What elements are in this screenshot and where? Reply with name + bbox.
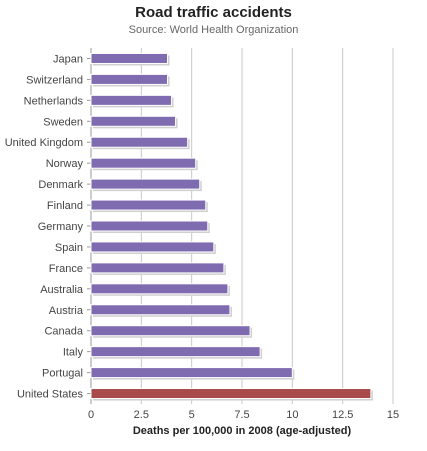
bar-spain xyxy=(90,241,215,253)
category-label: Italy xyxy=(63,347,84,359)
category-label: France xyxy=(49,263,83,275)
category-label: Japan xyxy=(53,53,83,65)
bar-united-kingdom xyxy=(90,136,189,148)
x-axis-label: Deaths per 100,000 in 2008 (age-adjusted… xyxy=(133,425,352,437)
category-label: Norway xyxy=(46,158,84,170)
category-label: Denmark xyxy=(38,179,83,191)
chart-subtitle: Source: World Health Organization xyxy=(128,24,299,36)
category-label: Austria xyxy=(49,305,84,317)
category-label: Spain xyxy=(55,242,83,254)
x-tick-label: 10 xyxy=(286,409,298,421)
bar-italy xyxy=(90,346,261,358)
bar-norway xyxy=(90,157,197,169)
category-label: Australia xyxy=(40,284,84,296)
bar-netherlands xyxy=(90,94,173,106)
category-label: Canada xyxy=(44,326,83,338)
category-label: Switzerland xyxy=(26,74,83,86)
category-label: Sweden xyxy=(43,116,83,128)
category-label: United States xyxy=(17,389,84,401)
bar-germany xyxy=(90,220,209,232)
bar-canada xyxy=(90,325,251,337)
x-tick-label: 5 xyxy=(189,409,195,421)
category-label: Portugal xyxy=(42,368,83,380)
x-tick-label: 0 xyxy=(88,409,94,421)
bar-united-states xyxy=(90,388,372,400)
category-label: Finland xyxy=(47,200,83,212)
bar-switzerland xyxy=(90,73,169,85)
bar-denmark xyxy=(90,178,201,190)
bar-sweden xyxy=(90,115,177,127)
bar-france xyxy=(90,262,225,274)
bar-austria xyxy=(90,304,231,316)
category-label: Netherlands xyxy=(24,95,84,107)
bar-japan xyxy=(90,52,169,64)
x-tick-label: 15 xyxy=(387,409,399,421)
category-label: United Kingdom xyxy=(5,137,83,149)
bar-australia xyxy=(90,283,229,295)
x-tick-label: 2.5 xyxy=(134,409,149,421)
bar-portugal xyxy=(90,367,293,379)
bar-finland xyxy=(90,199,207,211)
x-tick-label: 12.5 xyxy=(332,409,353,421)
category-label: Germany xyxy=(38,221,84,233)
x-tick-label: 7.5 xyxy=(234,409,249,421)
chart-title: Road traffic accidents xyxy=(135,4,292,21)
